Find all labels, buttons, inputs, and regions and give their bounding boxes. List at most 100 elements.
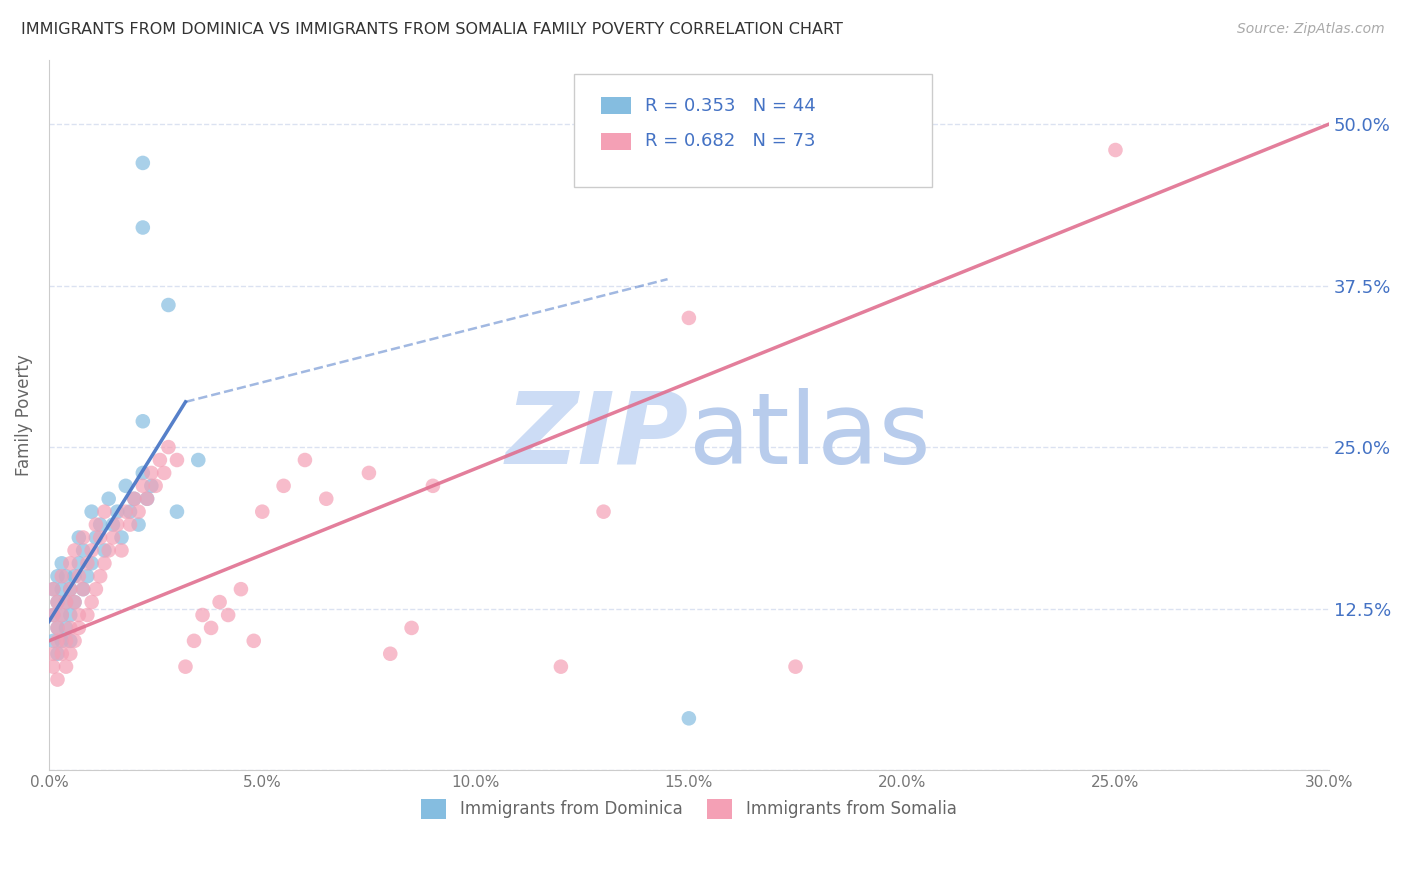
Point <box>380 647 402 661</box>
Point <box>63 633 86 648</box>
Point <box>149 453 172 467</box>
Point <box>72 582 94 597</box>
Point <box>72 531 94 545</box>
Point <box>55 621 77 635</box>
Point <box>132 479 155 493</box>
Point <box>118 505 141 519</box>
Point <box>67 531 90 545</box>
Point <box>124 491 146 506</box>
Point <box>51 569 73 583</box>
Point <box>101 517 124 532</box>
Point <box>76 607 98 622</box>
Point <box>105 517 128 532</box>
Point <box>273 479 295 493</box>
Point <box>187 453 209 467</box>
Point <box>141 479 163 493</box>
Text: atlas: atlas <box>689 388 931 484</box>
Point <box>105 505 128 519</box>
Point <box>42 659 65 673</box>
Point <box>59 647 82 661</box>
Point <box>132 220 155 235</box>
Point <box>1104 143 1126 157</box>
Point <box>46 595 69 609</box>
Point <box>46 621 69 635</box>
Point <box>55 595 77 609</box>
Point <box>42 582 65 597</box>
Point <box>42 607 65 622</box>
Point <box>80 543 103 558</box>
Point <box>72 543 94 558</box>
Point <box>678 711 700 725</box>
Point <box>294 453 316 467</box>
Text: R = 0.353   N = 44: R = 0.353 N = 44 <box>645 96 815 115</box>
Point <box>63 569 86 583</box>
Point <box>208 595 231 609</box>
Point <box>132 466 155 480</box>
Point <box>128 505 150 519</box>
Point <box>145 479 167 493</box>
Point <box>124 491 146 506</box>
Text: ZIP: ZIP <box>506 388 689 484</box>
Point <box>67 607 90 622</box>
Point <box>118 517 141 532</box>
Point <box>110 543 132 558</box>
FancyBboxPatch shape <box>600 97 631 114</box>
Point <box>46 595 69 609</box>
Point <box>80 595 103 609</box>
Point <box>51 582 73 597</box>
Point <box>59 582 82 597</box>
Point <box>46 673 69 687</box>
Point <box>55 595 77 609</box>
FancyBboxPatch shape <box>574 74 932 187</box>
Point <box>51 633 73 648</box>
Point <box>422 479 444 493</box>
Point <box>51 607 73 622</box>
Point <box>166 453 188 467</box>
Point <box>84 582 107 597</box>
Point <box>132 156 155 170</box>
Point <box>89 517 111 532</box>
Point <box>114 505 136 519</box>
Point <box>315 491 337 506</box>
Point <box>357 466 380 480</box>
Point <box>42 582 65 597</box>
Legend: Immigrants from Dominica, Immigrants from Somalia: Immigrants from Dominica, Immigrants fro… <box>415 792 963 826</box>
Point <box>97 491 120 506</box>
Point <box>63 595 86 609</box>
Point <box>51 557 73 571</box>
Point <box>141 466 163 480</box>
Point <box>51 647 73 661</box>
Point <box>93 505 115 519</box>
Point <box>46 633 69 648</box>
Text: IMMIGRANTS FROM DOMINICA VS IMMIGRANTS FROM SOMALIA FAMILY POVERTY CORRELATION C: IMMIGRANTS FROM DOMINICA VS IMMIGRANTS F… <box>21 22 844 37</box>
Point <box>80 557 103 571</box>
Point <box>217 607 239 622</box>
Point <box>67 557 90 571</box>
Point <box>59 633 82 648</box>
Point <box>84 531 107 545</box>
Point <box>110 531 132 545</box>
Point <box>592 505 614 519</box>
Point <box>63 543 86 558</box>
Point <box>97 543 120 558</box>
Y-axis label: Family Poverty: Family Poverty <box>15 354 32 475</box>
Point <box>42 647 65 661</box>
Point <box>93 543 115 558</box>
Point <box>678 310 700 325</box>
Point <box>59 621 82 635</box>
Point <box>46 569 69 583</box>
Point <box>76 569 98 583</box>
Point <box>55 633 77 648</box>
Point <box>401 621 423 635</box>
Point <box>242 633 264 648</box>
Point <box>136 491 159 506</box>
Point <box>67 621 90 635</box>
Point <box>67 569 90 583</box>
Point <box>51 607 73 622</box>
Point <box>93 557 115 571</box>
Point <box>46 647 69 661</box>
Point <box>59 607 82 622</box>
Point <box>157 298 180 312</box>
Point <box>183 633 205 648</box>
Point <box>42 607 65 622</box>
